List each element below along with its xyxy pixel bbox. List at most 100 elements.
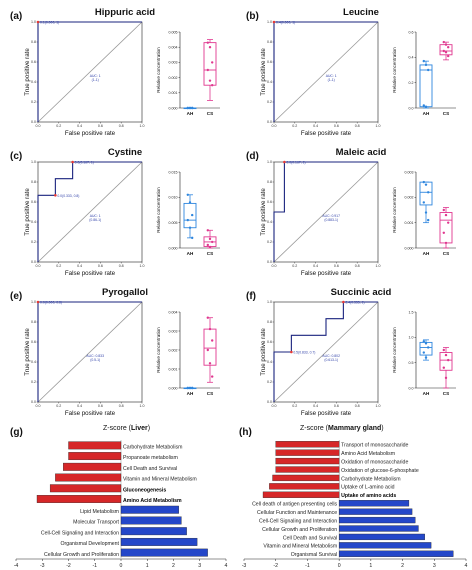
zscore-bar-negative [49,484,122,493]
zscore-category-label: Cell death of antigen presenting cells [252,502,337,508]
roc-cutoff-label: 0.0(0.000, 0.8) [40,301,62,305]
roc-x-tick-label: 1.0 [140,124,145,128]
box-data-point [427,68,430,72]
panel-title-f: Succinic acid [330,287,392,298]
roc-auc-label: AUC: 1 [90,214,101,218]
zscore-bar-positive [338,516,416,524]
box-data-point [206,229,209,232]
box-data-point [444,51,448,54]
box-data-point [206,348,209,352]
roc-x-tick-label: 1.0 [140,264,145,268]
box-y-tick-label: 0.003 [169,329,178,333]
roc-x-tick-label: 0.2 [292,124,297,128]
zscore-bar-negative [272,474,340,482]
roc-cutoff-label: 0.4(0.333, 1) [345,301,364,305]
zscore-x-tick-label: 4 [225,563,228,569]
box-data-point [447,221,450,224]
roc-curve [273,161,378,262]
roc-y-tick-label: 0.4 [31,360,36,364]
box-data-point [442,231,445,234]
zscore-category-label: Vitamin and Mineral Metabolism [123,477,197,483]
zscore-category-label: Oxidation of glucose-6-phosphate [341,468,419,474]
box-y-axis-label: Relative concentration [392,47,397,93]
zscore-category-label: Carbohydrate Metabolism [341,476,400,482]
roc-y-tick-label: 0.2 [31,100,36,104]
zscore-bar-negative [275,457,340,465]
roc-y-tick-label: 0.0 [267,400,272,404]
box-data-point [447,46,450,49]
roc-cutoff-label: 0.0(0.167, 1) [286,161,305,165]
roc-cutoff-point [36,20,40,24]
zscore-mammary-title-prefix: Z-score ( [300,425,328,432]
roc-diagonal [37,21,143,123]
box-data-point [186,218,189,222]
box-group-label: AH [423,391,430,396]
zscore-bar-negative [275,449,340,456]
roc-y-tick-label: 0.0 [31,400,36,404]
zscore-category-label: Vitamin and Mineral Metabolism [263,544,337,550]
roc-x-tick-label: 0.4 [313,404,318,408]
roc-y-axis-label: True positive rate [260,188,267,236]
roc-y-tick-label: 0.6 [267,60,272,64]
box-y-tick-label: 0.003 [169,61,178,65]
box-group-label: CS [207,111,213,116]
roc-cutoff-point [71,160,74,164]
zscore-bar-negative [68,452,122,461]
roc-diagonal [273,301,379,403]
zscore-bar-negative [275,441,340,448]
box-group-label: CS [443,111,449,116]
box-data-point [427,191,430,194]
concentration-box-plot: 0.000 0.001 0.002 0.003 0.004 Relative concen… [156,310,220,396]
box-data-point [208,362,212,365]
roc-x-tick-label: 0.4 [77,124,82,128]
box-data-point [444,43,448,46]
roc-x-tick-label: 0.6 [334,264,339,268]
box-data-point [188,386,192,390]
box-data-point [191,106,194,110]
zscore-category-label: Amino Acid Metabolism [341,451,395,457]
roc-x-tick-label: 0.0 [272,264,277,268]
panel-label-c: (c) [10,151,23,162]
zscore-bar-negative [36,495,122,503]
zscore-bar-positive [338,550,454,557]
box-y-axis-label: Relative concentration [392,327,397,373]
box-y-tick-label: 0.004 [169,310,178,314]
box-y-tick-label: 0.0 [409,386,414,390]
panel-label-g: (g) [10,427,23,438]
box-iqr-rect [203,328,217,366]
zscore-category-label: Cellular Function and Maintenance [257,510,337,516]
box-data-point [424,356,428,359]
roc-cutoff-label-secondary: 0.5(0.833, 0.7) [293,351,315,355]
roc-y-tick-label: 0.0 [31,260,36,264]
roc-curve-plot: 0.00.0 0.2 0.2 0.4 0.4 0.6 0.6 0.8 0.8 1.0 1.0 Fals… [24,300,145,417]
roc-x-tick-label: 0.2 [56,124,61,128]
roc-curve-plot: 0.00.0 0.2 0.2 0.4 0.4 0.6 0.6 0.8 0.8 1.0 1.0 Fals… [260,300,381,417]
zscore-liver-title-suffix: ) [147,425,151,432]
roc-auc-ci-label: (0.86-1) [89,218,101,222]
roc-curve-plot: 0.00.0 0.2 0.2 0.4 0.4 0.6 0.6 0.8 0.8 1.0 1.0 Fals… [24,20,145,137]
roc-y-tick-label: 1.0 [31,300,36,304]
box-data-point [206,316,209,319]
roc-y-tick-label: 0.4 [31,80,36,84]
box-data-point [424,211,428,214]
roc-y-axis-label: True positive rate [24,48,31,96]
roc-curve-plot: 0.00.0 0.2 0.2 0.4 0.4 0.6 0.6 0.8 0.8 1.0 1.0 Fals… [260,20,381,137]
zscore-x-tick-label: 4 [465,563,468,569]
roc-y-tick-label: 0.8 [31,40,36,44]
zscore-bar-negative [262,491,340,498]
box-data-point [424,63,428,67]
panel-title-d: Maleic acid [335,147,387,158]
box-y-tick-label: 0.000 [169,386,178,390]
concentration-box-plot: 0.000 0.001 0.002 0.003 0.004 0.005 Relative c… [156,30,220,116]
box-iqr-rect [419,64,433,108]
roc-x-tick-label: 1.0 [376,124,381,128]
roc-cutoff-point-secondary [290,350,293,354]
zscore-bar-positive [120,505,179,514]
box-data-point [444,241,448,245]
roc-diagonal [273,161,379,263]
roc-x-tick-label: 1.0 [376,404,381,408]
roc-y-tick-label: 0.6 [267,200,272,204]
box-data-point [444,353,448,357]
zscore-x-tick-label: -1 [92,563,97,569]
zscore-bar-negative [275,466,340,473]
